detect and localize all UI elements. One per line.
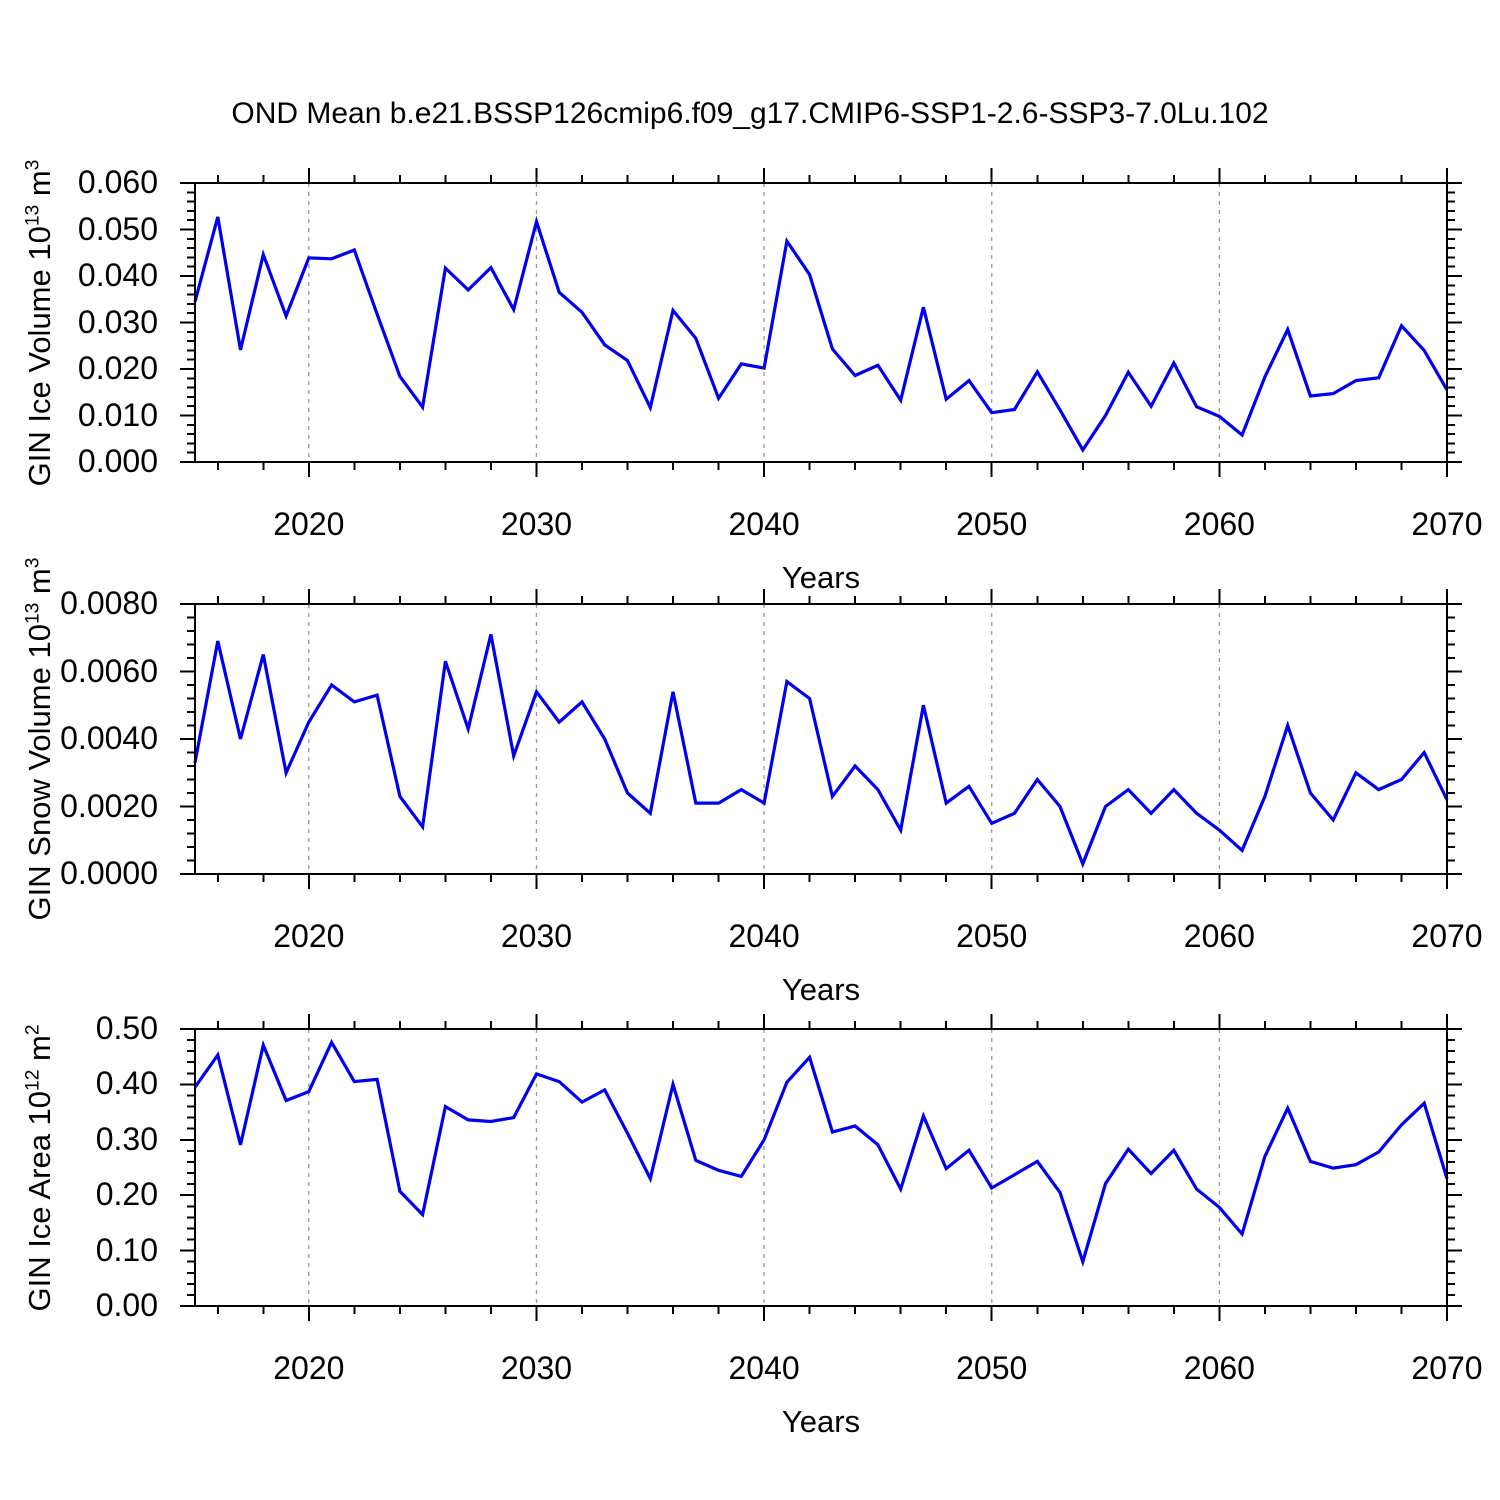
- x-tick-label: 2040: [728, 1350, 800, 1386]
- x-tick-label: 2070: [1411, 1350, 1483, 1386]
- y-tick-label: 0.0000: [60, 855, 158, 891]
- y-tick-label: 0.40: [95, 1065, 158, 1102]
- y-tick-label: 0.20: [95, 1176, 158, 1213]
- x-tick-label: 2050: [956, 1350, 1028, 1386]
- y-tick-label: 0.0060: [60, 652, 158, 689]
- y-tick-label: 0.10: [95, 1231, 158, 1268]
- y-tick-label: 0.040: [77, 257, 158, 293]
- y-tick-label: 0.020: [77, 350, 158, 386]
- x-tick-label: 2030: [500, 918, 573, 954]
- y-tick-label: 0.00: [95, 1287, 158, 1323]
- x-axis-title-years-2: Years: [781, 972, 861, 1007]
- plot-frame: [193, 602, 1449, 876]
- y-tick-label: 0.010: [77, 396, 158, 433]
- plot-frame: [193, 181, 1449, 464]
- x-tick-label: 2020: [273, 1350, 345, 1386]
- y-tick-label: 0.30: [95, 1120, 158, 1157]
- data-line-ice-area: [193, 1038, 1449, 1268]
- y-tick-label: 0.0020: [60, 787, 158, 824]
- x-tick-label: 2050: [956, 918, 1028, 954]
- x-tick-label: 2040: [728, 918, 800, 954]
- plot-frame: [193, 1027, 1449, 1308]
- data-line-ice-volume: [193, 215, 1449, 453]
- y-tick-label: 0.050: [77, 210, 158, 247]
- x-axis-title-years-3: Years: [781, 1404, 861, 1439]
- y-tick-label: 0.000: [77, 443, 158, 479]
- x-tick-label: 2060: [1183, 918, 1255, 954]
- x-axis-title-years-1: Years: [781, 560, 861, 595]
- y-tick-label: 0.030: [77, 303, 158, 340]
- superscript: 3: [22, 557, 44, 569]
- y-tick-label: 0.060: [77, 164, 158, 200]
- x-tick-label: 2040: [728, 506, 800, 542]
- x-tick-label: 2070: [1411, 918, 1483, 954]
- x-tick-label: 2030: [500, 1350, 573, 1386]
- y-tick-label: 0.0080: [60, 585, 158, 621]
- x-tick-label: 2020: [273, 506, 345, 542]
- x-tick-label: 2070: [1411, 506, 1483, 542]
- chart-title: OND Mean b.e21.BSSP126cmip6.f09_g17.CMIP…: [231, 97, 1269, 130]
- y-tick-label: 0.50: [95, 1010, 158, 1046]
- x-tick-label: 2030: [500, 506, 573, 542]
- x-tick-label: 2050: [956, 506, 1028, 542]
- x-tick-label: 2060: [1183, 506, 1255, 542]
- x-tick-label: 2020: [273, 918, 345, 954]
- x-tick-label: 2060: [1183, 1350, 1255, 1386]
- data-line-snow-volume: [193, 634, 1449, 869]
- y-tick-label: 0.0040: [60, 720, 158, 756]
